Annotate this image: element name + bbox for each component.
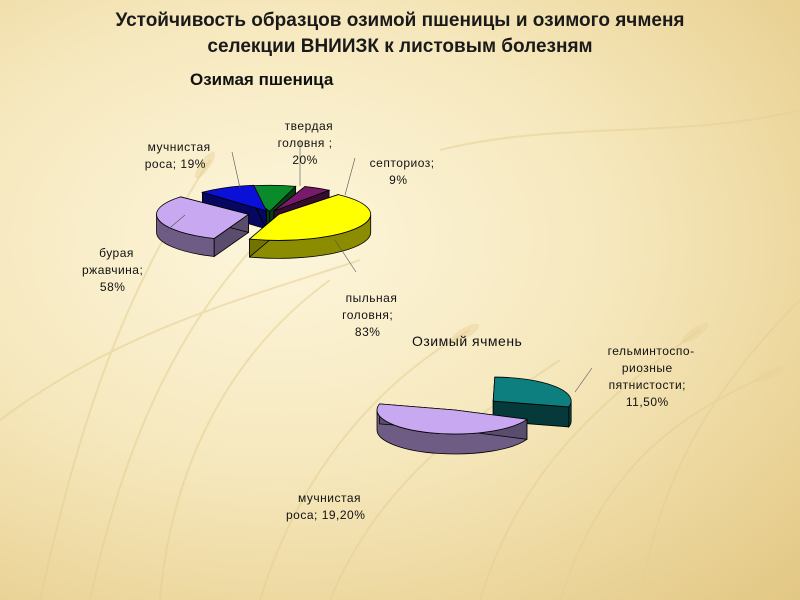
label-barley-helminthosporium: гельминтоспо- риозные пятнистости; 11,50% xyxy=(607,344,695,409)
barley-slice-гельминтоспориозные-пятнистости xyxy=(492,376,572,408)
barley-slice-мучнистая-роса xyxy=(376,403,528,435)
wheat-pie xyxy=(156,184,372,259)
wheat-slice-септориоз xyxy=(273,186,331,212)
label-wheat-septoria: септориоз; 9% xyxy=(369,156,435,187)
leader-line-0 xyxy=(231,151,241,189)
label-wheat-brown-rust: бурая ржавчина; 58% xyxy=(82,246,144,294)
leader-line-5 xyxy=(574,367,593,393)
wheat-slice-пыльная-головня xyxy=(248,194,372,241)
leader-line-2 xyxy=(344,157,356,196)
label-wheat-smut: твердая головня ; 20% xyxy=(277,119,334,167)
leader-line-4 xyxy=(164,214,186,233)
wheat-slice-мучнистая-роса xyxy=(200,184,268,212)
label-barley-powdery-mildew: мучнистая роса; 19,20% xyxy=(286,491,366,522)
barley-pie xyxy=(376,376,572,455)
slide-title: Устойчивость образцов озимой пшеницы и о… xyxy=(0,8,800,60)
title-line-2: селекции ВНИИЗК к листовым болезням xyxy=(207,36,593,57)
leader-line-3 xyxy=(334,239,357,273)
title-line-1: Устойчивость образцов озимой пшеницы и о… xyxy=(115,10,685,31)
wheat-slice-бурая-ржавчина xyxy=(156,196,250,239)
label-wheat-loose-smut: пыльная головня; 83% xyxy=(342,291,398,339)
label-wheat-powdery-mildew: мучнистая роса; 19% xyxy=(144,140,211,171)
barley-chart-title: Озимый ячмень xyxy=(412,333,523,349)
wheat-chart-title: Озимая пшеница xyxy=(190,70,334,89)
